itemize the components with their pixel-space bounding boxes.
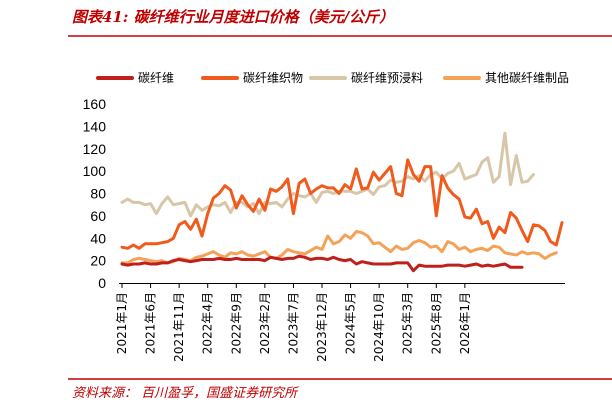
series-line-1: [120, 254, 524, 273]
legend-label: 碳纤维: [138, 71, 174, 85]
y-tick-label: 100: [83, 163, 107, 179]
x-tick-label: 2023年12月: [315, 292, 329, 362]
y-tick-label: 80: [90, 186, 106, 202]
series-layer: [120, 131, 564, 273]
x-tick-label: 2024年10月: [372, 292, 386, 362]
source-note: 资料来源： 百川盈孚，国盛证券研究所: [72, 385, 299, 401]
series-line-2: [120, 158, 564, 250]
x-tick-label: 2025年8月: [429, 292, 443, 354]
y-tick-label: 60: [90, 208, 106, 224]
figure-title: 图表41: 碳纤维行业月度进口价格（美元/公斤）: [72, 8, 394, 26]
x-axis: 2021年1月 2021年6月 2021年11月 2022年4月 2022年9月 2023…: [115, 283, 472, 362]
x-tick-label: 2021年6月: [144, 292, 158, 354]
legend: 碳纤维 碳纤维织物 碳纤维预浸料 其他碳纤维制品: [96, 71, 569, 85]
x-tick-label: 2021年1月: [115, 292, 129, 354]
series-line-4: [120, 230, 558, 265]
y-tick-label: 140: [83, 118, 107, 134]
y-tick-label: 0: [98, 275, 106, 291]
series-line-3: [120, 131, 535, 218]
x-tick-label: 2022年9月: [229, 292, 243, 354]
x-tick-label: 2025年3月: [401, 292, 415, 354]
x-tick-label: 2021年11月: [172, 292, 186, 362]
y-tick-label: 160: [83, 96, 107, 112]
y-tick-label: 20: [90, 253, 106, 269]
x-tick-label: 2026年1月: [458, 292, 472, 354]
y-axis: 0 20 40 60 80 100 120 140 160: [83, 96, 107, 291]
y-tick-label: 120: [83, 141, 107, 157]
x-tick-label: 2023年7月: [286, 292, 300, 354]
legend-label: 碳纤维预浸料: [351, 71, 423, 85]
x-tick-label: 2023年2月: [258, 292, 272, 354]
x-tick-label: 2022年4月: [201, 292, 215, 354]
legend-label: 碳纤维织物: [243, 71, 303, 85]
legend-label: 其他碳纤维制品: [485, 71, 569, 85]
x-tick-label: 2024年5月: [344, 292, 358, 354]
y-tick-label: 40: [90, 230, 106, 246]
